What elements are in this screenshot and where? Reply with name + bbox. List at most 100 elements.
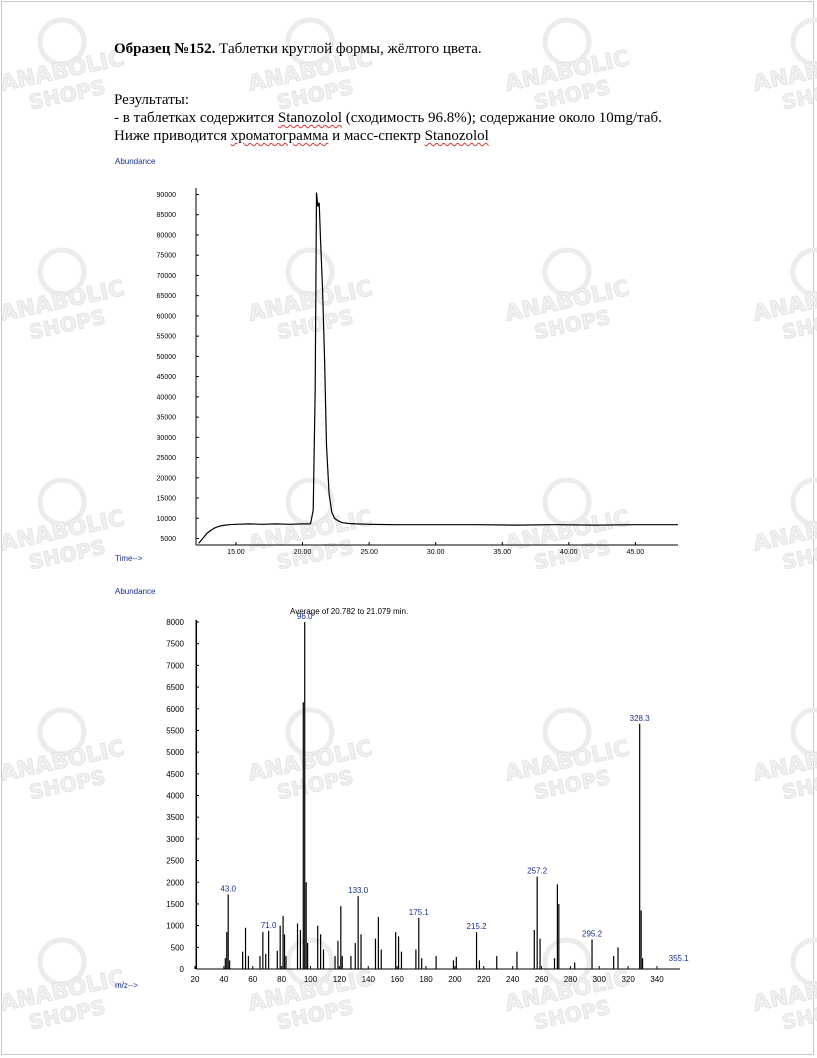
mass-spectrum-x-tick-label: 260 <box>535 975 549 984</box>
watermark-emblem <box>285 707 335 757</box>
watermark-emblem <box>37 247 87 297</box>
mass-spectrum-x-tick-label: 40 <box>219 975 228 984</box>
mass-spectrum-x-tick-label: 340 <box>650 975 664 984</box>
mass-spectrum-x-tick-label: 120 <box>333 975 347 984</box>
mass-spectrum-x-axis-label: m/z--> <box>115 981 138 990</box>
chromatogram-y-tick-label: 5000 <box>160 536 176 543</box>
mass-spectrum-chart: Abundance m/z--> Average of 20.782 to 21.0… <box>115 587 690 990</box>
mass-spectrum-peak-label: 133.0 <box>348 886 369 895</box>
mass-spectrum-y-tick-label: 2000 <box>166 878 184 887</box>
mass-spectrum-x-tick-label: 140 <box>362 975 376 984</box>
text-run: и масс-спектр <box>328 128 425 144</box>
chromatogram-y-tick-label: 55000 <box>157 334 177 341</box>
chromatogram-y-tick-label: 40000 <box>157 394 177 401</box>
mass-spectrum-peak-label: 328.3 <box>630 714 651 723</box>
sample-description: Таблетки круглой формы, жёлтого цвета. <box>215 41 482 57</box>
mass-spectrum-peak-label: 175.1 <box>409 908 430 917</box>
mass-spectrum-x-tick-label: 300 <box>593 975 607 984</box>
mass-spectrum-y-tick-label: 7500 <box>166 640 184 649</box>
spellcheck-flagged-word: Stanozolol <box>277 110 343 126</box>
mass-spectrum-y-tick-label: 5000 <box>166 748 184 757</box>
chromatogram-y-tick-label: 35000 <box>157 415 177 422</box>
chromatogram-y-tick-label: 75000 <box>157 253 177 260</box>
mass-spectrum-x-tick-label: 280 <box>564 975 578 984</box>
mass-spectrum-y-axis-label: Abundance <box>115 587 156 596</box>
watermark-emblem <box>285 17 335 67</box>
mass-spectrum-peak-label: 96.0 <box>297 612 313 621</box>
watermark-emblem <box>542 17 592 67</box>
watermark-emblem <box>790 17 817 67</box>
mass-spectrum-x-tick-label: 80 <box>277 975 286 984</box>
sample-number: Образец №152. <box>114 41 216 57</box>
chromatogram-x-tick-label: 30.00 <box>427 549 445 556</box>
watermark-emblem <box>37 477 87 527</box>
watermark-emblem <box>285 937 335 987</box>
chromatogram-y-tick-label: 15000 <box>157 496 177 503</box>
watermark-emblem <box>790 937 817 987</box>
mass-spectrum-y-tick-label: 8000 <box>166 618 184 627</box>
spellcheck-flagged-word: Stanozolol <box>424 128 489 144</box>
sample-heading: Образец №152. Таблетки круглой формы, жё… <box>114 40 482 58</box>
watermark-emblem <box>37 937 87 987</box>
chromatogram-x-axis-label: Time--> <box>115 554 143 563</box>
mass-spectrum-y-tick-label: 1500 <box>166 900 184 909</box>
mass-spectrum-x-tick-label: 200 <box>448 975 462 984</box>
mass-spectrum-y-tick-label: 0 <box>180 965 185 974</box>
text-run: - в таблетках содержится <box>114 110 278 126</box>
result-line-2: Ниже приводится хроматограмма и масс-спе… <box>114 127 489 145</box>
chromatogram-y-tick-label: 30000 <box>157 435 177 442</box>
mass-spectrum-x-tick-label: 160 <box>390 975 404 984</box>
watermark-emblem <box>790 477 817 527</box>
results-label: Результаты: <box>114 92 189 108</box>
chromatogram-trace <box>198 192 678 544</box>
watermark-emblem <box>542 247 592 297</box>
mass-spectrum-y-tick-label: 500 <box>171 943 185 952</box>
chromatogram-y-tick-label: 90000 <box>157 192 177 199</box>
chromatogram-y-tick-label: 80000 <box>157 232 177 239</box>
chromatogram-y-tick-label: 60000 <box>157 313 177 320</box>
watermark-emblem <box>37 17 87 67</box>
mass-spectrum-x-tick-label: 220 <box>477 975 491 984</box>
spellcheck-flagged-word: хроматограмма <box>230 128 329 144</box>
watermark-emblem <box>542 707 592 757</box>
chromatogram-x-tick-label: 35.00 <box>493 549 511 556</box>
mass-spectrum-x-tick-label: 240 <box>506 975 520 984</box>
mass-spectrum-x-tick-label: 60 <box>248 975 257 984</box>
mass-spectrum-y-tick-label: 6000 <box>166 705 184 714</box>
mass-spectrum-x-tick-label: 100 <box>304 975 318 984</box>
chromatogram-y-tick-label: 20000 <box>157 475 177 482</box>
chromatogram-y-axis-label: Abundance <box>115 157 156 166</box>
mass-spectrum-peak-label: 257.2 <box>527 867 548 876</box>
chromatogram-x-tick-label: 20.00 <box>294 549 312 556</box>
chromatogram-x-tick-label: 15.00 <box>227 549 245 556</box>
chromatogram-y-tick-label: 65000 <box>157 293 177 300</box>
chromatogram-x-tick-label: 45.00 <box>627 549 645 556</box>
chromatogram-y-tick-label: 85000 <box>157 212 177 219</box>
watermark-emblem <box>790 707 817 757</box>
mass-spectrum-y-tick-label: 2500 <box>166 857 184 866</box>
mass-spectrum-y-tick-label: 3000 <box>166 835 184 844</box>
mass-spectrum-x-tick-label: 180 <box>419 975 433 984</box>
watermark-emblem <box>542 477 592 527</box>
mass-spectrum-peak-label: 355.1 <box>669 954 690 963</box>
mass-spectrum-y-tick-label: 1000 <box>166 922 184 931</box>
chromatogram-y-tick-label: 50000 <box>157 354 177 361</box>
mass-spectrum-annotation: Average of 20.782 to 21.079 min. <box>290 607 408 616</box>
mass-spectrum-x-tick-label: 20 <box>191 975 200 984</box>
mass-spectrum-peak-label: 43.0 <box>220 884 236 893</box>
mass-spectrum-y-tick-label: 7000 <box>166 661 184 670</box>
mass-spectrum-y-tick-label: 4500 <box>166 770 184 779</box>
chromatogram-x-tick-label: 40.00 <box>560 549 578 556</box>
watermark-emblem <box>790 247 817 297</box>
mass-spectrum-x-tick-label: 320 <box>621 975 635 984</box>
chromatogram-y-tick-label: 70000 <box>157 273 177 280</box>
mass-spectrum-peak-label: 71.0 <box>261 921 277 930</box>
chromatogram-y-tick-label: 45000 <box>157 374 177 381</box>
mass-spectrum-y-tick-label: 3500 <box>166 813 184 822</box>
watermark-emblem <box>285 247 335 297</box>
mass-spectrum-y-tick-label: 5500 <box>166 726 184 735</box>
